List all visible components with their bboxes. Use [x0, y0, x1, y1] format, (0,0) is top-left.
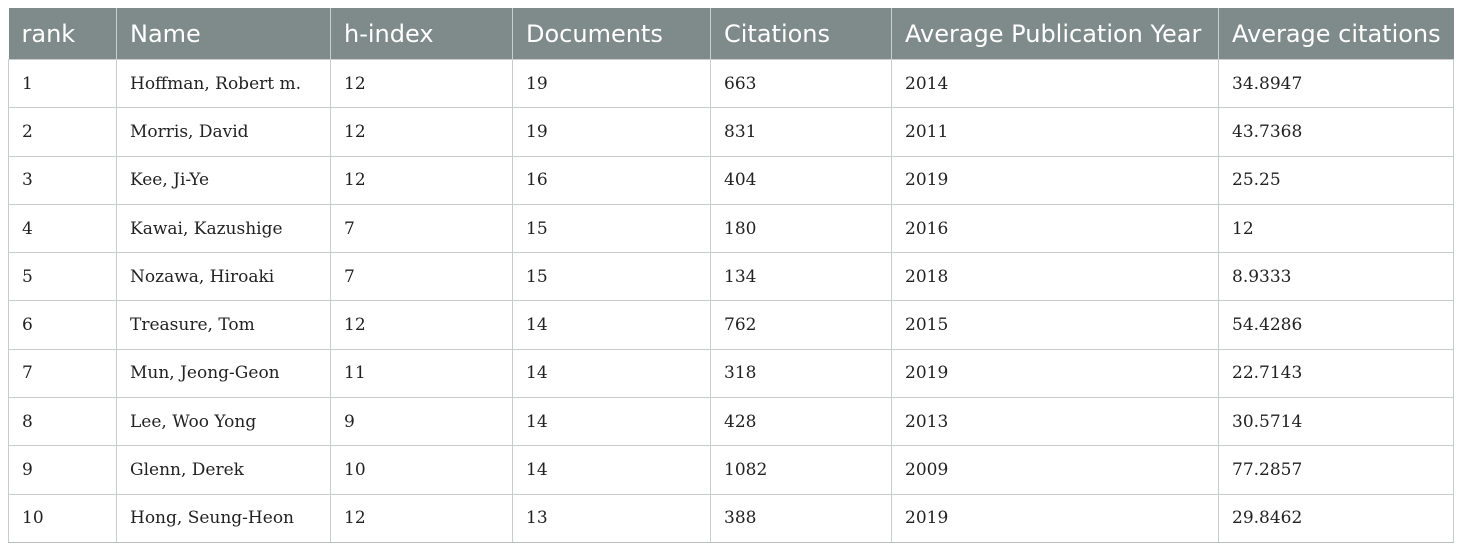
column-header-average-citations: Average citations: [1218, 8, 1454, 60]
cell-average-citations: 8.9333: [1218, 252, 1454, 302]
cell-name: Glenn, Derek: [116, 445, 331, 495]
table-row: 9 Glenn, Derek 10 14 1082 2009 77.2857: [8, 445, 1454, 495]
cell-average-citations: 54.4286: [1218, 300, 1454, 350]
cell-citations: 180: [710, 203, 892, 254]
table-row: 1 Hoffman, Robert m. 12 19 663 2014 34.8…: [8, 58, 1454, 109]
cell-name: Treasure, Tom: [116, 300, 331, 350]
cell-h-index: 12: [330, 58, 513, 109]
cell-average-citations: 29.8462: [1218, 493, 1454, 543]
cell-h-index: 7: [330, 203, 513, 254]
cell-name: Kee, Ji-Ye: [116, 155, 331, 205]
cell-citations: 318: [710, 348, 892, 399]
cell-h-index: 12: [330, 493, 513, 543]
cell-rank: 7: [8, 348, 117, 399]
cell-average-publication-year: 2019: [891, 493, 1219, 543]
column-header-citations: Citations: [710, 8, 892, 60]
table-row: 3 Kee, Ji-Ye 12 16 404 2019 25.25: [8, 155, 1454, 205]
table-row: 7 Mun, Jeong-Geon 11 14 318 2019 22.7143: [8, 348, 1454, 399]
cell-documents: 14: [512, 397, 711, 447]
cell-average-publication-year: 2009: [891, 445, 1219, 495]
cell-citations: 762: [710, 300, 892, 350]
table-row: 4 Kawai, Kazushige 7 15 180 2016 12: [8, 203, 1454, 254]
cell-h-index: 12: [330, 155, 513, 205]
cell-documents: 15: [512, 203, 711, 254]
table-header: rank Name h-index Documents Citations Av…: [8, 8, 1454, 60]
table-row: 10 Hong, Seung-Heon 12 13 388 2019 29.84…: [8, 493, 1454, 543]
cell-rank: 9: [8, 445, 117, 495]
cell-citations: 831: [710, 107, 892, 157]
cell-citations: 404: [710, 155, 892, 205]
cell-average-publication-year: 2013: [891, 397, 1219, 447]
column-header-rank: rank: [8, 8, 117, 60]
cell-rank: 4: [8, 203, 117, 254]
cell-average-publication-year: 2016: [891, 203, 1219, 254]
cell-average-citations: 30.5714: [1218, 397, 1454, 447]
cell-documents: 16: [512, 155, 711, 205]
cell-documents: 15: [512, 252, 711, 302]
table-row: 2 Morris, David 12 19 831 2011 43.7368: [8, 107, 1454, 157]
column-header-h-index: h-index: [330, 8, 513, 60]
cell-name: Morris, David: [116, 107, 331, 157]
table-row: 5 Nozawa, Hiroaki 7 15 134 2018 8.9333: [8, 252, 1454, 302]
cell-average-citations: 34.8947: [1218, 58, 1454, 109]
cell-name: Hong, Seung-Heon: [116, 493, 331, 543]
cell-documents: 14: [512, 445, 711, 495]
cell-average-publication-year: 2019: [891, 348, 1219, 399]
table-row: 6 Treasure, Tom 12 14 762 2015 54.4286: [8, 300, 1454, 350]
cell-average-publication-year: 2015: [891, 300, 1219, 350]
cell-h-index: 9: [330, 397, 513, 447]
author-table-container: rank Name h-index Documents Citations Av…: [8, 8, 1454, 543]
cell-citations: 1082: [710, 445, 892, 495]
author-ranking-table: rank Name h-index Documents Citations Av…: [8, 8, 1454, 543]
cell-name: Hoffman, Robert m.: [116, 58, 331, 109]
cell-rank: 1: [8, 58, 117, 109]
cell-average-citations: 43.7368: [1218, 107, 1454, 157]
cell-citations: 428: [710, 397, 892, 447]
cell-citations: 663: [710, 58, 892, 109]
cell-rank: 5: [8, 252, 117, 302]
cell-average-publication-year: 2019: [891, 155, 1219, 205]
cell-average-citations: 25.25: [1218, 155, 1454, 205]
cell-average-citations: 77.2857: [1218, 445, 1454, 495]
cell-name: Kawai, Kazushige: [116, 203, 331, 254]
cell-h-index: 11: [330, 348, 513, 399]
column-header-documents: Documents: [512, 8, 711, 60]
cell-documents: 14: [512, 300, 711, 350]
cell-rank: 10: [8, 493, 117, 543]
cell-average-publication-year: 2011: [891, 107, 1219, 157]
cell-rank: 8: [8, 397, 117, 447]
cell-average-citations: 22.7143: [1218, 348, 1454, 399]
column-header-average-publication-year: Average Publication Year: [891, 8, 1219, 60]
cell-name: Nozawa, Hiroaki: [116, 252, 331, 302]
table-row: 8 Lee, Woo Yong 9 14 428 2013 30.5714: [8, 397, 1454, 447]
cell-h-index: 12: [330, 107, 513, 157]
cell-rank: 6: [8, 300, 117, 350]
cell-documents: 13: [512, 493, 711, 543]
cell-rank: 2: [8, 107, 117, 157]
cell-citations: 134: [710, 252, 892, 302]
cell-documents: 19: [512, 107, 711, 157]
cell-name: Mun, Jeong-Geon: [116, 348, 331, 399]
cell-h-index: 7: [330, 252, 513, 302]
cell-documents: 14: [512, 348, 711, 399]
cell-h-index: 12: [330, 300, 513, 350]
cell-h-index: 10: [330, 445, 513, 495]
header-row: rank Name h-index Documents Citations Av…: [8, 8, 1454, 60]
table-body: 1 Hoffman, Robert m. 12 19 663 2014 34.8…: [8, 58, 1454, 543]
cell-average-publication-year: 2014: [891, 58, 1219, 109]
column-header-name: Name: [116, 8, 331, 60]
cell-citations: 388: [710, 493, 892, 543]
cell-average-citations: 12: [1218, 203, 1454, 254]
cell-average-publication-year: 2018: [891, 252, 1219, 302]
cell-rank: 3: [8, 155, 117, 205]
cell-name: Lee, Woo Yong: [116, 397, 331, 447]
cell-documents: 19: [512, 58, 711, 109]
